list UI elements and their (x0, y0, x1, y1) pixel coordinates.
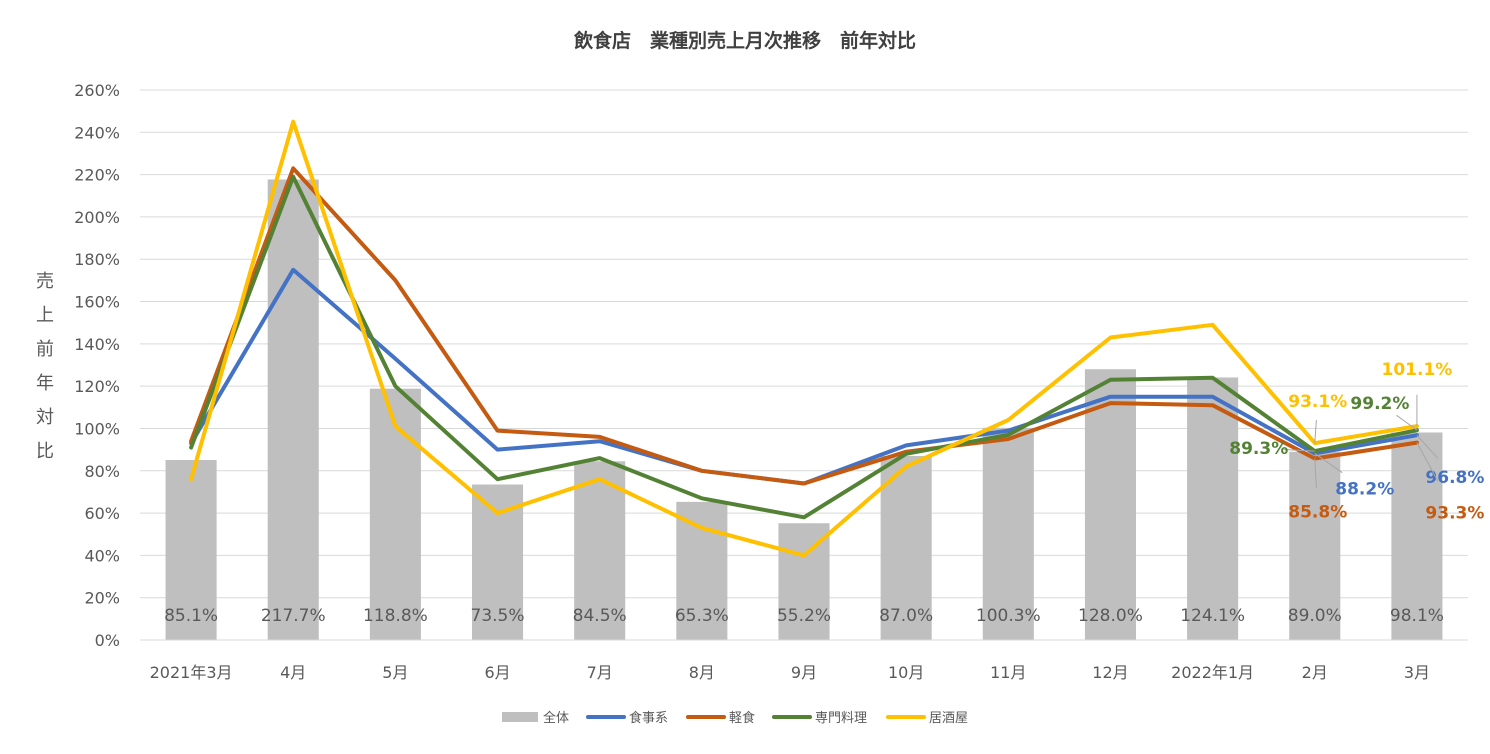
x-tick-label: 12月 (1092, 663, 1128, 682)
x-tick-label: 4月 (280, 663, 306, 682)
bar-value-label: 118.8% (363, 606, 428, 626)
y-axis-label-char: 年 (36, 373, 54, 394)
bar (676, 501, 728, 640)
chart-title: 飲食店 業種別売上月次推移 前年対比 (573, 29, 916, 52)
bar-value-label: 55.2% (777, 606, 831, 626)
legend-swatch (502, 712, 538, 722)
y-tick-label: 60% (84, 504, 120, 523)
y-axis-label-char: 前 (36, 339, 54, 360)
x-tick-label: 7月 (587, 663, 613, 682)
x-tick-label: 2022年1月 (1171, 663, 1254, 682)
y-tick-label: 40% (84, 546, 120, 565)
bar (472, 484, 524, 640)
y-tick-label: 0% (95, 631, 120, 650)
bar-value-label: 217.7% (261, 606, 326, 626)
x-tick-label: 2月 (1302, 663, 1328, 682)
y-tick-label: 120% (74, 377, 120, 396)
series-line-居酒屋 (189, 119, 1419, 558)
point-label: 88.2% (1335, 479, 1394, 499)
bar (982, 427, 1034, 640)
point-label: 99.2% (1350, 394, 1409, 414)
bar (165, 459, 217, 640)
data-labels: 85.1% 217.7% 118.8% 73.5% 84.5% 65.3% 55.2% 87.… (164, 360, 1484, 626)
y-tick-label: 20% (84, 589, 120, 608)
leader-line (1314, 419, 1317, 444)
bar (267, 179, 319, 640)
y-tick-label: 260% (74, 81, 120, 100)
bar (369, 388, 421, 640)
legend-label: 居酒屋 (929, 711, 968, 726)
leader-line (1283, 448, 1315, 452)
legend-label: 食事系 (629, 710, 668, 726)
bar (1084, 369, 1136, 640)
bar-value-label: 89.0% (1288, 606, 1342, 626)
bar (574, 461, 626, 640)
x-tick-label: 11月 (990, 663, 1026, 682)
x-tick-label: 6月 (484, 663, 510, 682)
point-label: 85.8% (1288, 503, 1347, 523)
point-label: 89.3% (1229, 439, 1288, 459)
line-series (189, 119, 1419, 558)
x-tick-label: 8月 (689, 663, 715, 682)
point-label: 96.8% (1425, 468, 1484, 488)
x-axis-ticks: 2021年3月 4月 5月 6月 7月 8月 9月 10月 11月 12月 2022年1月 2月 3月 (140, 639, 1468, 682)
x-tick-label: 2021年3月 (150, 663, 233, 682)
legend-label: 軽食 (729, 710, 755, 726)
y-axis-label-char: 比 (36, 441, 54, 462)
x-tick-label: 5月 (382, 663, 408, 682)
y-axis-label-char: 売 (36, 271, 54, 292)
y-tick-label: 80% (84, 462, 120, 481)
leader-line (1416, 434, 1439, 459)
y-tick-label: 200% (74, 208, 120, 227)
bar-value-label: 87.0% (879, 606, 933, 626)
leader-line (1396, 414, 1418, 431)
y-tick-label: 100% (74, 419, 120, 438)
bar-value-label: 73.5% (471, 606, 525, 626)
bar-value-label: 128.0% (1078, 606, 1143, 626)
leader-line (1314, 453, 1343, 474)
bar-value-label: 124.1% (1180, 606, 1245, 626)
bar-value-label: 98.1% (1390, 606, 1444, 626)
leader-line (1314, 458, 1317, 488)
x-tick-label: 9月 (791, 663, 817, 682)
point-label: 93.1% (1288, 392, 1347, 412)
bar (880, 455, 932, 640)
bar-value-label: 100.3% (976, 606, 1041, 626)
x-tick-label: 10月 (888, 663, 924, 682)
y-axis-label-char: 上 (36, 305, 54, 326)
leader-line (1416, 442, 1439, 482)
y-axis-label-char: 対 (36, 407, 54, 428)
series-line-専門料理 (189, 174, 1419, 520)
bar-series (165, 179, 1443, 640)
bar (1187, 377, 1239, 640)
series-line-軽食 (189, 166, 1419, 486)
bar-value-label: 65.3% (675, 606, 729, 626)
y-tick-label: 160% (74, 293, 120, 312)
y-tick-label: 140% (74, 335, 120, 354)
y-tick-label: 220% (74, 166, 120, 185)
bar-value-label: 84.5% (573, 606, 627, 626)
y-axis-ticks: 0% 20% 40% 60% 80% 100% 120% 140% 160% 180% 200% 22… (74, 81, 120, 650)
bar (1289, 451, 1341, 640)
y-tick-label: 180% (74, 250, 120, 269)
bar-value-label: 85.1% (164, 606, 218, 626)
point-label: 101.1% (1382, 360, 1453, 380)
gridlines (140, 89, 1468, 641)
legend-label: 全体 (543, 710, 569, 726)
point-label: 93.3% (1425, 504, 1484, 524)
legend-label: 専門料理 (815, 711, 867, 726)
y-tick-label: 240% (74, 123, 120, 142)
x-tick-label: 3月 (1404, 663, 1430, 682)
legend: 全体 食事系 軽食 専門料理 居酒屋 (502, 710, 968, 726)
bar (1391, 432, 1443, 640)
